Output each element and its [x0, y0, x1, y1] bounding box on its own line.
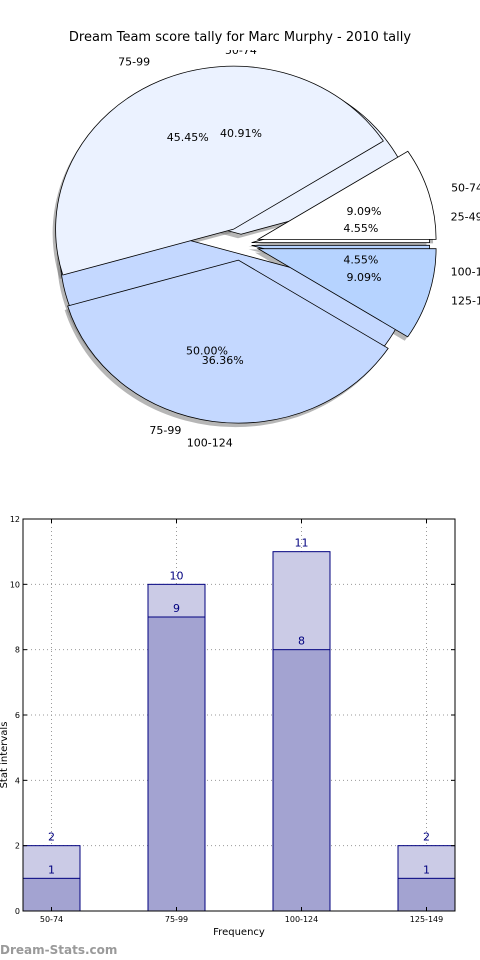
- pie-percent-label: 9.09%: [346, 205, 381, 218]
- bar-75-99-series-0: [147, 616, 206, 912]
- y-tick-label: 8: [15, 646, 20, 655]
- y-axis-label: Stat intervals: [0, 722, 10, 789]
- x-tick-label: 75-99: [165, 915, 188, 924]
- pie-chart: 50-74 9.09% 75-99 45.45% 100-124 36.36% 125-14…: [52, 50, 480, 450]
- bar-125-149-series-0: [397, 877, 456, 912]
- pie-slice-label: 50-74: [225, 50, 257, 57]
- x-ticks: 50-74 75-99 100-124 125-149: [40, 519, 443, 924]
- pie-percent-label: 36.36%: [202, 354, 244, 367]
- y-tick-label: 12: [10, 515, 20, 524]
- x-axis-label: Frequency: [213, 927, 265, 938]
- x-tick-label: 50-74: [40, 915, 63, 924]
- pie-labels-1: 25-49 4.55% 50-74 40.91% 75-99 50.00% 100-124 4…: [149, 50, 480, 437]
- pie-slice-125-149: [256, 248, 437, 338]
- x-tick-label: 100-124: [285, 915, 318, 924]
- x-tick-label: 125-149: [410, 915, 443, 924]
- bar-value-label: 10: [170, 569, 184, 582]
- bar-value-label: 2: [423, 831, 430, 844]
- pie-percent-label: 45.45%: [167, 131, 209, 144]
- pie-slice-label: 75-99: [149, 424, 181, 437]
- bar-series-0: [22, 616, 456, 912]
- pie-slice-label: 100-124: [451, 266, 480, 279]
- pie-percent-label: 50.00%: [186, 344, 228, 357]
- pie-slice-label: 25-49: [451, 210, 480, 223]
- bar-value-label: 1: [48, 863, 55, 876]
- bar-value-labels-1: 2 10 11 2: [48, 537, 430, 844]
- pie-percent-label: 4.55%: [343, 222, 378, 235]
- pie-slice-label: 75-99: [118, 56, 150, 69]
- pie-percent-label: 9.09%: [346, 271, 381, 284]
- pie-slice-50-74: [256, 150, 437, 240]
- pie-slice-100-124: [67, 259, 389, 424]
- y-tick-label: 4: [15, 776, 20, 785]
- bar-value-label: 2: [48, 831, 55, 844]
- bar-value-label: 11: [295, 537, 309, 550]
- pie-labels-0: 50-74 9.09% 75-99 45.45% 100-124 36.36% 125-14…: [118, 56, 480, 450]
- bar-value-label: 1: [423, 863, 430, 876]
- pie-percent-label: 40.91%: [220, 127, 262, 140]
- pie-slice-label: 125-149: [451, 295, 480, 308]
- bar-value-label: 8: [298, 635, 305, 648]
- y-tick-label: 2: [15, 842, 20, 851]
- bar-value-label: 9: [173, 602, 180, 615]
- pie-slice-label: 100-124: [187, 436, 233, 449]
- y-tick-label: 0: [15, 907, 20, 916]
- pie-slice-label: 50-74: [451, 182, 480, 195]
- pie-ring-0: [55, 65, 437, 424]
- pie-slice-75-99: [55, 65, 384, 276]
- y-tick-label: 6: [15, 711, 20, 720]
- pie-percent-label: 4.55%: [343, 254, 378, 267]
- bar-series-1: [22, 551, 456, 912]
- bar-100-124-series-0: [272, 649, 331, 912]
- y-tick-label: 10: [10, 580, 20, 589]
- bar-grid: [23, 519, 455, 911]
- watermark: Dream-Stats.com: [0, 943, 118, 957]
- bar-50-74-series-0: [22, 877, 81, 912]
- pie-chart-title: Dream Team score tally for Marc Murphy -…: [68, 30, 412, 45]
